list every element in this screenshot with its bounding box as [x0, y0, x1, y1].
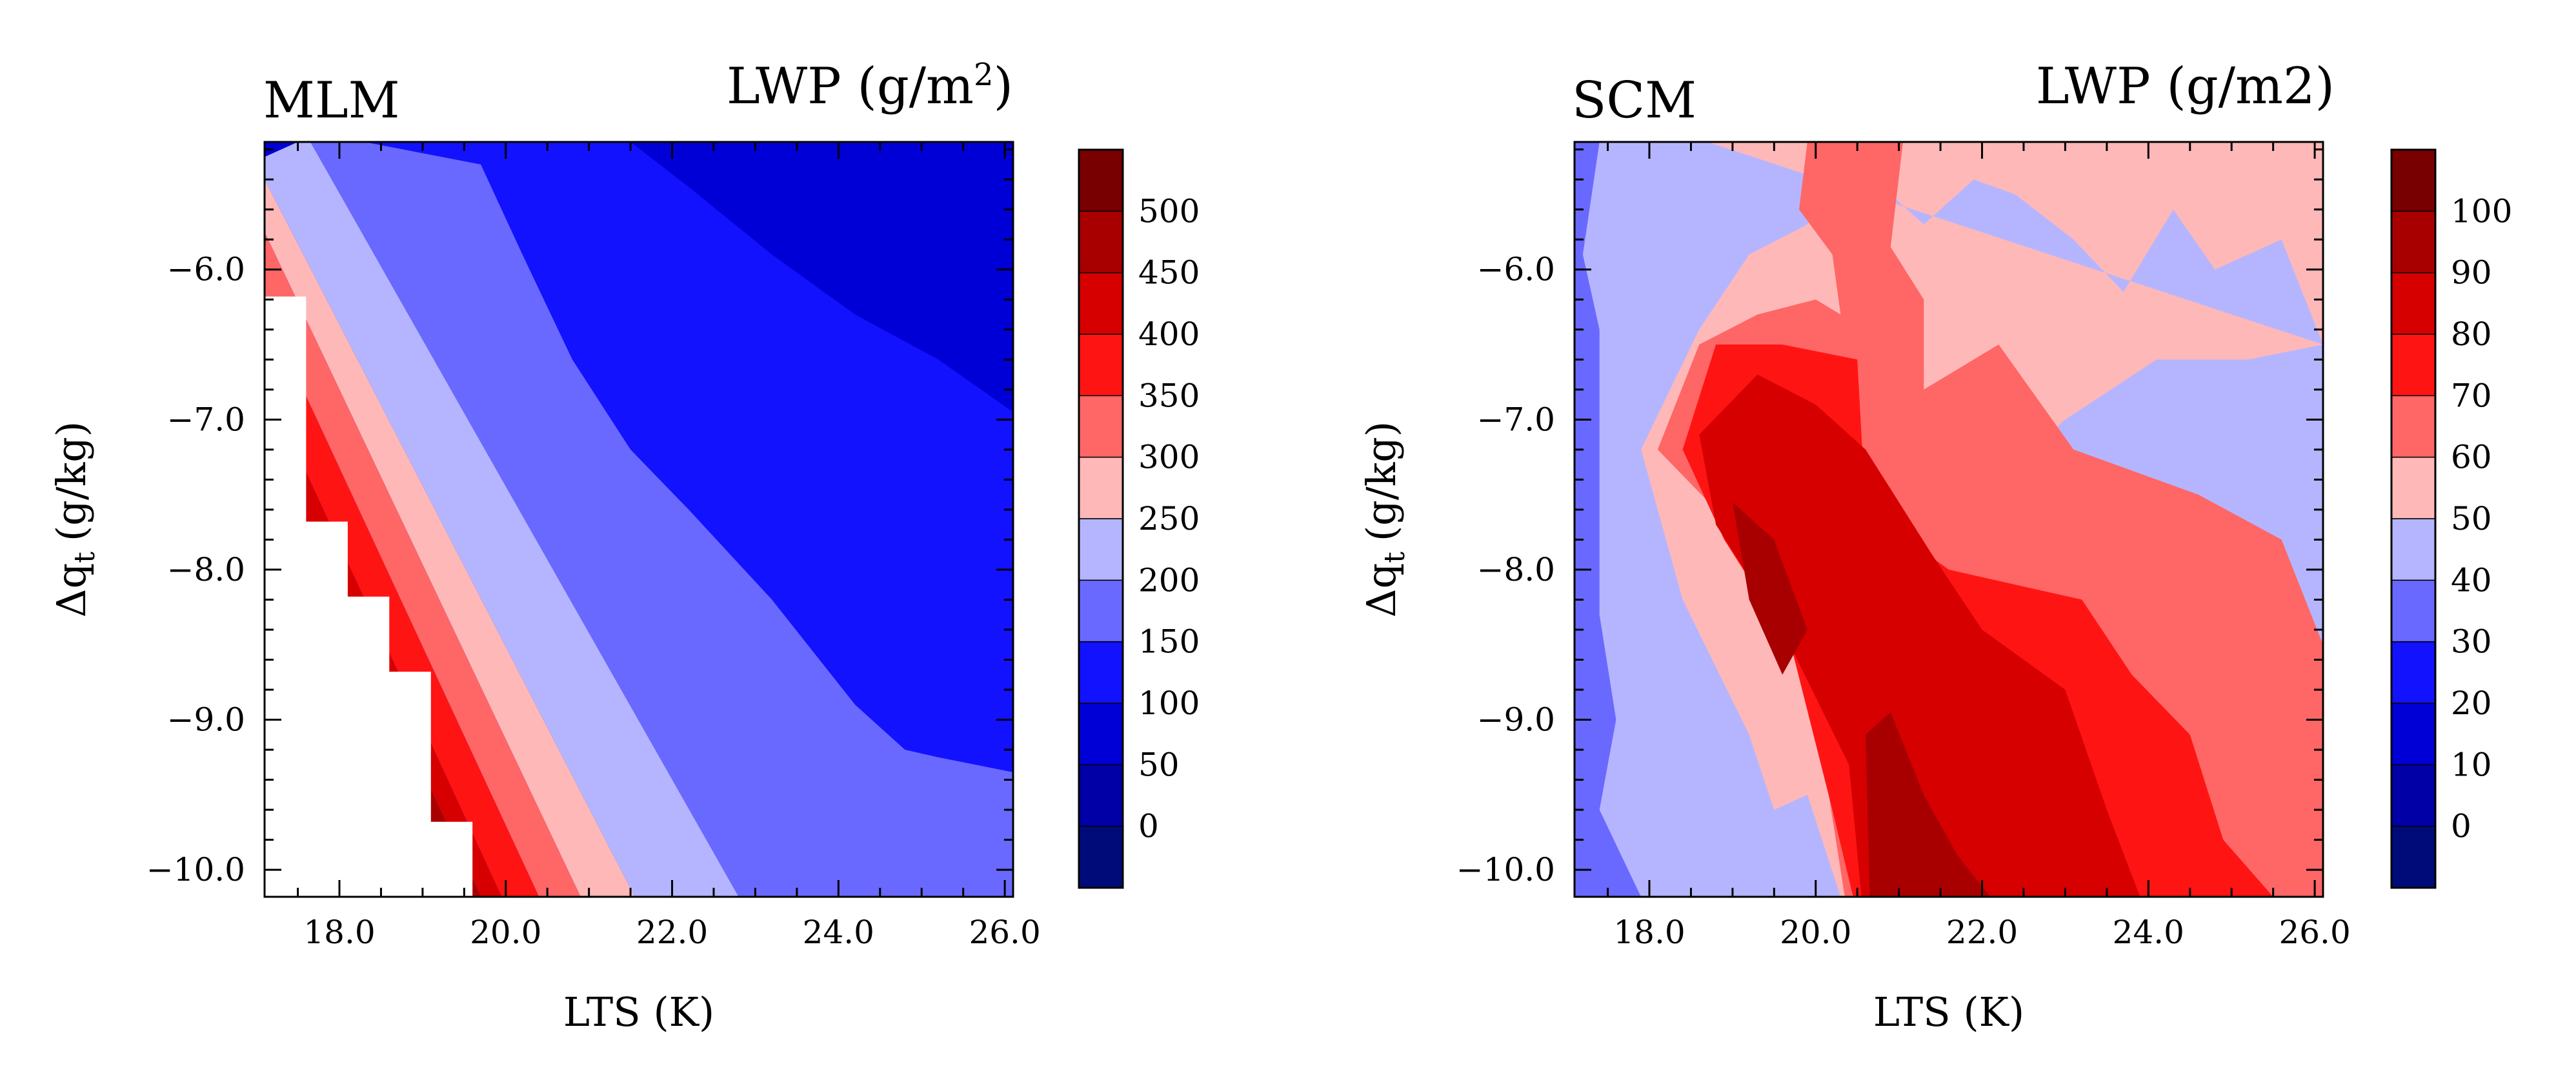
- mlm-contour-fills: [265, 142, 1013, 897]
- mlm-colorbar-box-9: [1078, 703, 1123, 766]
- scm-y-tick-label: −8.0: [1477, 551, 1555, 588]
- mlm-colorbar-label: 150: [1138, 623, 1200, 661]
- mlm-y-tick-label: −6.0: [167, 251, 245, 288]
- scm-colorbar-frame: [2390, 148, 2437, 889]
- scm-plot-frame: [1573, 141, 2324, 898]
- scm-y-tick-label: −7.0: [1477, 401, 1555, 438]
- scm-y-tick-label: −6.0: [1477, 251, 1555, 288]
- scm-x-tick-label: 26.0: [2279, 914, 2350, 951]
- mlm-x-tick-label: 24.0: [803, 914, 874, 951]
- mlm-x-tick-label: 18.0: [303, 914, 375, 951]
- mlm-y-tick-label: −7.0: [167, 401, 245, 438]
- mlm-contour-region-6: [265, 306, 539, 897]
- mlm-x-axis-title: LTS (K): [563, 988, 714, 1036]
- scm-colorbar-label: 10: [2451, 746, 2492, 783]
- mlm-colorbar-box-4: [1078, 395, 1123, 458]
- scm-colorbar-box-7: [2391, 579, 2436, 643]
- mlm-plot-frame: [263, 141, 1014, 898]
- scm-colorbar-label: 20: [2451, 685, 2492, 722]
- scm-colorbar-box-4: [2391, 395, 2436, 458]
- mlm-colorbar-label: 50: [1138, 746, 1180, 783]
- scm-colorbar-box-8: [2391, 641, 2436, 704]
- mlm-missing-data-region: [265, 296, 473, 897]
- mlm-panel-label: MLM: [263, 72, 400, 130]
- scm-colorbar-box-10: [2391, 764, 2436, 827]
- scm-colorbar-box-5: [2391, 456, 2436, 519]
- scm-colorbar-label: 30: [2451, 623, 2492, 661]
- scm-colorbar-label: 60: [2451, 439, 2492, 476]
- mlm-panel: 18.0 20.0 22.0 24.0 26.0 −6.0 −7.0 −8.0 −9.0 −10.…: [48, 57, 1200, 1036]
- mlm-contour-region-7: [265, 382, 502, 897]
- mlm-colorbar-label: 400: [1138, 315, 1200, 353]
- mlm-colorbar-frame: [1078, 148, 1124, 889]
- scm-panel-label: SCM: [1572, 72, 1696, 130]
- scm-colorbar-label: 0: [2451, 808, 2471, 845]
- mlm-colorbar-box-0: [1078, 149, 1123, 212]
- mlm-colorbar-label: 300: [1138, 439, 1200, 476]
- scm-colorbar-label: 80: [2451, 315, 2492, 353]
- mlm-colorbar-box-3: [1078, 334, 1123, 397]
- scm-y-axis-title: Δqt(g/kg): [1358, 421, 1411, 617]
- mlm-colorbar-box-7: [1078, 579, 1123, 643]
- mlm-colorbar-box-6: [1078, 518, 1123, 581]
- mlm-contour-region-1: [364, 142, 1013, 772]
- scm-colorbar-box-6: [2391, 518, 2436, 581]
- mlm-colorbar-label: 200: [1138, 561, 1200, 599]
- scm-y-tick-label: −9.0: [1477, 701, 1555, 739]
- mlm-colorbar-label: 350: [1138, 377, 1200, 414]
- scm-contour-region-7: [1866, 712, 1991, 897]
- scm-contour-region-5: [1699, 374, 2140, 897]
- mlm-colorbar-box-8: [1078, 641, 1123, 704]
- mlm-colorbar-box-2: [1078, 272, 1123, 335]
- mlm-axis-ticks: 18.0 20.0 22.0 24.0 26.0 −6.0 −7.0 −8.0 −9.0 −10.…: [146, 142, 1041, 951]
- mlm-panel-title: LWP (g/m2): [727, 57, 1013, 115]
- scm-axis-ticks: 18.0 20.0 22.0 24.0 26.0 −6.0 −7.0 −8.0 −9.0 −10.…: [1456, 142, 2351, 951]
- scm-colorbar-box-11: [2391, 825, 2436, 888]
- scm-x-tick-label: 18.0: [1613, 914, 1685, 951]
- scm-x-tick-label: 24.0: [2113, 914, 2184, 951]
- mlm-contour-region-2: [310, 142, 1013, 897]
- scm-colorbar-box-3: [2391, 334, 2436, 397]
- scm-colorbar-label: 100: [2451, 192, 2512, 230]
- mlm-x-tick-label: 20.0: [470, 914, 541, 951]
- scm-colorbar-box-1: [2391, 210, 2436, 274]
- scm-colorbar-box-0: [2391, 149, 2436, 212]
- mlm-colorbar-box-10: [1078, 764, 1123, 827]
- scm-contour-fills: [1575, 142, 2323, 897]
- mlm-colorbar-label: 500: [1138, 192, 1200, 230]
- mlm-colorbar-label: 0: [1138, 808, 1159, 845]
- scm-colorbar-label: 90: [2451, 254, 2492, 292]
- mlm-x-tick-label: 22.0: [636, 914, 708, 951]
- scm-panel: 18.0 20.0 22.0 24.0 26.0 −6.0 −7.0 −8.0 −9.0 −10.…: [1358, 57, 2512, 1036]
- mlm-y-axis-title: Δqt(g/kg): [48, 421, 101, 617]
- scm-colorbar-label: 50: [2451, 500, 2492, 537]
- mlm-colorbar-label: 250: [1138, 500, 1200, 537]
- mlm-contour-region-5: [265, 232, 581, 897]
- scm-colorbar-label: 70: [2451, 377, 2492, 414]
- scm-x-tick-label: 22.0: [1946, 914, 2018, 951]
- mlm-x-tick-label: 26.0: [969, 914, 1040, 951]
- scm-colorbar-box-9: [2391, 703, 2436, 766]
- scm-x-tick-label: 20.0: [1780, 914, 1851, 951]
- mlm-contour-region-3: [265, 142, 739, 897]
- scm-y-tick-label: −10.0: [1456, 851, 1555, 888]
- scm-colorbar-label: 40: [2451, 561, 2492, 599]
- mlm-contour-region-0: [481, 142, 1013, 412]
- scm-x-axis-title: LTS (K): [1873, 988, 2024, 1036]
- mlm-y-tick-label: −8.0: [167, 551, 245, 588]
- mlm-colorbar-box-5: [1078, 456, 1123, 519]
- mlm-colorbar-label: 450: [1138, 254, 1200, 292]
- mlm-colorbar-box-1: [1078, 210, 1123, 274]
- scm-panel-title: LWP (g/m2): [2036, 57, 2335, 115]
- mlm-colorbar-label: 100: [1138, 685, 1200, 722]
- scm-colorbar-box-2: [2391, 272, 2436, 335]
- mlm-y-tick-label: −9.0: [167, 701, 245, 739]
- mlm-colorbar-box-11: [1078, 825, 1123, 888]
- mlm-y-tick-label: −10.0: [146, 851, 245, 888]
- scm-contour-region-6: [1732, 502, 1807, 675]
